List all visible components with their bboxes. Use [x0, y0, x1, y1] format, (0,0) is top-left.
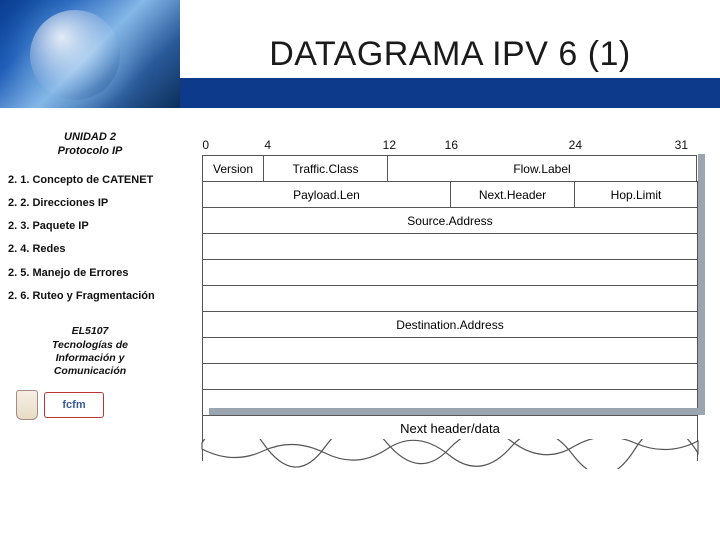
unit-line: Protocolo IP [8, 144, 172, 158]
field-hop-limit: Hop.Limit [574, 181, 698, 208]
diagram-shadow [698, 154, 705, 409]
bit-label: 12 [383, 138, 396, 152]
toc-item: 2. 3. Paquete IP [8, 219, 172, 233]
field-payload-len: Payload.Len [202, 181, 451, 208]
slide-title: DATAGRAMA IPV 6 (1) [269, 35, 631, 74]
course-line: Comunicación [26, 365, 154, 378]
field-source-address-cont [202, 285, 698, 312]
slide-header: DATAGRAMA IPV 6 (1) [0, 0, 720, 108]
toc-item: 2. 5. Manejo de Errores [8, 266, 172, 280]
university-shield-icon [16, 390, 38, 420]
field-destination-address: Destination.Address [202, 311, 698, 338]
payload-torn-row: Next header/data [202, 415, 698, 461]
course-line: Información y [26, 352, 154, 365]
field-version: Version [202, 155, 264, 182]
toc-item: 2. 6. Ruteo y Fragmentación [8, 289, 172, 303]
field-traffic-class: Traffic.Class [263, 155, 388, 182]
header-row: Payload.Len Next.Header Hop.Limit [202, 182, 698, 208]
field-flow-label: Flow.Label [387, 155, 697, 182]
unit-line: UNIDAD 2 [8, 130, 172, 144]
header-row [202, 364, 698, 390]
course-footer: EL5107 Tecnologías de Información y Comu… [8, 325, 172, 378]
header-row: Version Traffic.Class Flow.Label [202, 156, 698, 182]
torn-edge-icon [201, 439, 699, 469]
bit-label: 24 [569, 138, 582, 152]
header-accent-bar [180, 78, 720, 108]
course-line: EL5107 [26, 325, 154, 338]
header-row: Source.Address [202, 208, 698, 234]
logo-row: fcfm [8, 390, 172, 420]
sidebar: UNIDAD 2 Protocolo IP 2. 1. Concepto de … [0, 108, 180, 540]
slide-content: UNIDAD 2 Protocolo IP 2. 1. Concepto de … [0, 108, 720, 540]
header-row: Destination.Address [202, 312, 698, 338]
field-destination-address-cont [202, 337, 698, 364]
bit-label: 0 [202, 138, 209, 152]
header-row [202, 286, 698, 312]
bit-label: 31 [675, 138, 688, 152]
toc-item: 2. 4. Redes [8, 242, 172, 256]
field-source-address: Source.Address [202, 207, 698, 234]
ipv6-header-diagram: 0 4 12 16 24 31 Version Traffic.Class Fl… [202, 138, 698, 461]
bit-label: 4 [264, 138, 271, 152]
bit-label: 16 [445, 138, 458, 152]
diagram-shadow [209, 408, 705, 415]
header-row [202, 260, 698, 286]
field-destination-address-cont [202, 363, 698, 390]
field-source-address-cont [202, 233, 698, 260]
fcfm-logo: fcfm [44, 392, 104, 418]
course-line: Tecnologías de [26, 339, 154, 352]
main-area: 0 4 12 16 24 31 Version Traffic.Class Fl… [180, 108, 720, 540]
field-next-header: Next.Header [450, 181, 575, 208]
header-row [202, 234, 698, 260]
toc-item: 2. 2. Direcciones IP [8, 196, 172, 210]
bit-ruler: 0 4 12 16 24 31 [202, 138, 698, 156]
toc-item: 2. 1. Concepto de CATENET [8, 173, 172, 187]
header-decorative-image [0, 0, 180, 108]
header-row [202, 338, 698, 364]
field-source-address-cont [202, 259, 698, 286]
unit-header: UNIDAD 2 Protocolo IP [8, 130, 172, 159]
